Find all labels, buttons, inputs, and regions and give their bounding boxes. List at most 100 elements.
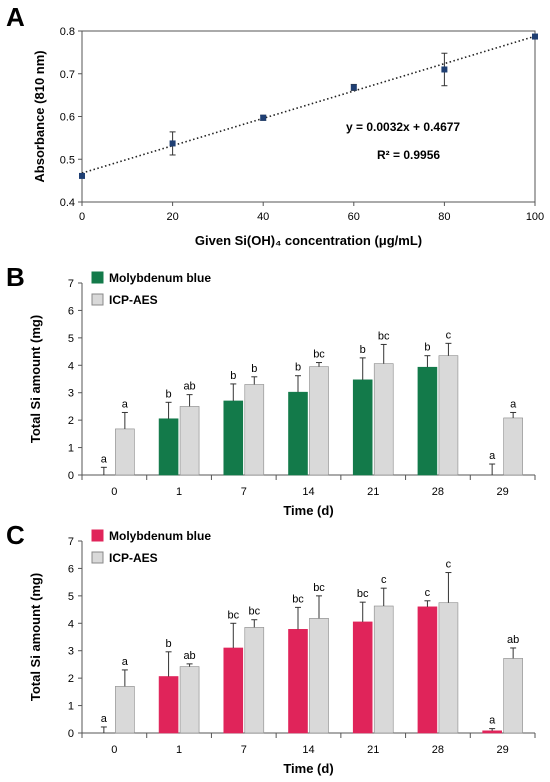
significance-letter: ab (507, 634, 519, 646)
significance-letter: b (360, 344, 366, 356)
x-tick-label: 60 (348, 211, 360, 223)
bar (158, 418, 179, 476)
significance-letter: b (295, 362, 301, 374)
legend-label: Molybdenum blue (109, 271, 211, 285)
x-tick-label: 28 (432, 486, 444, 498)
x-axis-title: Time (d) (283, 503, 333, 518)
x-tick-label: 1 (176, 744, 182, 756)
bar (438, 602, 459, 734)
bar (373, 363, 394, 476)
significance-letter: bc (313, 582, 325, 594)
data-point (350, 84, 357, 91)
x-tick-label: 7 (241, 744, 247, 756)
plot-frame (81, 30, 536, 203)
significance-letter: b (166, 388, 172, 400)
bar (503, 417, 523, 476)
significance-letter: bc (313, 349, 325, 361)
data-point (79, 172, 85, 179)
data-point (169, 140, 176, 147)
bar (309, 366, 329, 476)
x-tick-label: 29 (497, 744, 509, 756)
y-axis-title: Total Si amount (mg) (28, 315, 43, 443)
significance-letter: a (101, 713, 108, 725)
y-tick-label: 0.8 (60, 26, 75, 38)
x-tick-label: 0 (111, 744, 117, 756)
significance-letter: b (230, 370, 236, 382)
legend-swatch (91, 271, 104, 284)
x-tick-label: 14 (302, 744, 314, 756)
legend-label: ICP-AES (109, 551, 158, 565)
bar (352, 621, 373, 734)
x-tick-label: 29 (497, 486, 509, 498)
legend-label: ICP-AES (109, 293, 158, 307)
significance-letter: c (446, 559, 452, 571)
significance-letter: c (381, 574, 387, 586)
y-tick-label: 3 (68, 646, 74, 658)
x-tick-label: 0 (79, 211, 85, 223)
y-tick-label: 0.7 (60, 69, 75, 81)
y-axis-title: Absorbance (810 nm) (32, 50, 47, 182)
x-tick-label: 28 (432, 744, 444, 756)
bar (352, 379, 373, 476)
x-axis-title: Given Si(OH)₄ concentration (μg/mL) (195, 233, 422, 248)
x-tick-label: 7 (241, 486, 247, 498)
panel-a: A 0.4 0.5 0.6 0.7 0.8 0 20 40 60 80 100 y = 0.0032x … (6, 2, 544, 248)
bar (115, 686, 135, 734)
significance-letter: ab (183, 381, 195, 393)
significance-letter: a (101, 453, 108, 465)
y-tick-label: 2 (68, 415, 74, 427)
trendline (81, 35, 536, 174)
x-tick-label: 0 (111, 486, 117, 498)
bar (309, 618, 329, 734)
bar (417, 366, 438, 476)
y-tick-label: 1 (68, 701, 74, 713)
significance-letter: a (122, 398, 129, 410)
y-tick-label: 5 (68, 591, 74, 603)
bar (288, 391, 308, 476)
y-tick-label: 0 (68, 470, 74, 482)
bar (482, 730, 502, 734)
y-tick-label: 1 (68, 443, 74, 455)
regression-equation: y = 0.0032x + 0.4677 (346, 120, 460, 134)
bar (179, 406, 200, 476)
significance-letter: b (251, 363, 257, 375)
y-tick-label: 6 (68, 305, 74, 317)
panel-b: B012345670aa1bab7bb14bbc21bbc28bc29aaMol… (6, 262, 536, 518)
legend-swatch (91, 529, 104, 542)
x-tick-label: 100 (526, 211, 544, 223)
bar (179, 666, 200, 734)
bar (244, 627, 265, 734)
significance-letter: c (425, 587, 431, 599)
x-tick-label: 21 (367, 486, 379, 498)
significance-letter: bc (357, 588, 369, 600)
data-point (441, 66, 448, 73)
legend-label: Molybdenum blue (109, 529, 211, 543)
y-tick-label: 0 (68, 728, 74, 740)
data-point (532, 33, 538, 40)
bar (288, 629, 308, 734)
data-point (260, 114, 267, 121)
x-tick-label: 20 (166, 211, 178, 223)
y-tick-label: 7 (68, 278, 74, 290)
legend-swatch (91, 551, 104, 564)
significance-letter: b (166, 638, 172, 650)
bar (115, 428, 135, 476)
bar (438, 355, 459, 476)
bar (417, 606, 438, 734)
bar (223, 647, 244, 734)
y-tick-label: 7 (68, 536, 74, 548)
x-axis-title: Time (d) (283, 761, 333, 776)
x-tick-label: 14 (302, 486, 314, 498)
x-tick-label: 21 (367, 744, 379, 756)
bar (223, 400, 244, 476)
significance-letter: a (489, 450, 496, 462)
y-tick-label: 4 (68, 360, 74, 372)
significance-letter: a (510, 398, 517, 410)
significance-letter: b (424, 342, 430, 354)
significance-letter: ab (183, 650, 195, 662)
y-tick-label: 3 (68, 388, 74, 400)
y-tick-label: 2 (68, 673, 74, 685)
bar (503, 658, 523, 734)
